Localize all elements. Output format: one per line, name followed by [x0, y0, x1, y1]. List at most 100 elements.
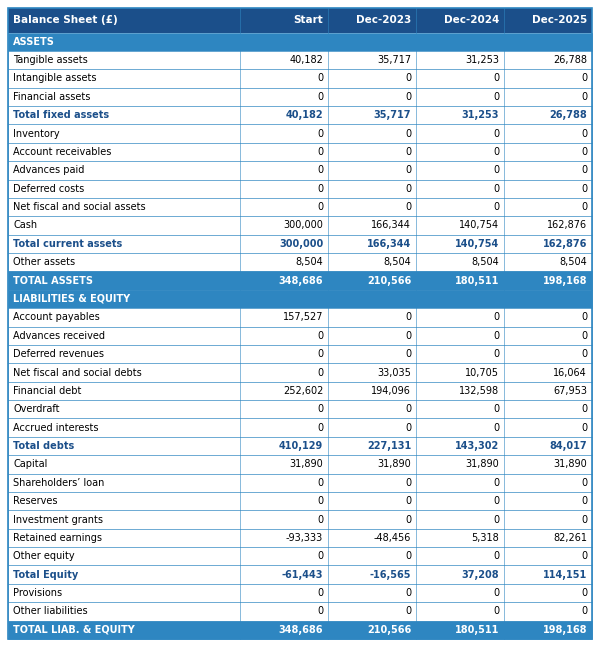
Bar [8, 400, 592, 419]
Text: Accrued interests: Accrued interests [13, 422, 98, 433]
Text: 0: 0 [317, 606, 323, 617]
Text: 5,318: 5,318 [472, 533, 499, 543]
Text: 82,261: 82,261 [553, 533, 587, 543]
Text: 0: 0 [493, 92, 499, 102]
Text: 8,504: 8,504 [295, 258, 323, 267]
Text: Dec-2024: Dec-2024 [443, 16, 499, 25]
Text: 0: 0 [581, 184, 587, 193]
Text: 26,788: 26,788 [553, 55, 587, 65]
Text: 31,253: 31,253 [461, 110, 499, 120]
Text: 198,168: 198,168 [542, 625, 587, 635]
Text: 0: 0 [405, 514, 411, 525]
Bar [8, 492, 592, 510]
Text: 0: 0 [493, 477, 499, 488]
Text: 40,182: 40,182 [286, 110, 323, 120]
Text: 410,129: 410,129 [279, 441, 323, 451]
Text: 0: 0 [493, 496, 499, 506]
Text: 0: 0 [581, 477, 587, 488]
Text: 0: 0 [317, 422, 323, 433]
Text: 31,890: 31,890 [553, 459, 587, 470]
Text: 16,064: 16,064 [553, 367, 587, 377]
Text: 0: 0 [405, 422, 411, 433]
Text: 0: 0 [317, 551, 323, 562]
Text: 252,602: 252,602 [283, 386, 323, 396]
Text: 0: 0 [317, 496, 323, 506]
Text: 132,598: 132,598 [459, 386, 499, 396]
Text: 0: 0 [493, 166, 499, 175]
Bar [8, 547, 592, 565]
Bar [8, 308, 592, 327]
Text: 300,000: 300,000 [279, 239, 323, 249]
Text: 31,890: 31,890 [377, 459, 411, 470]
Text: 0: 0 [581, 313, 587, 322]
Text: Other assets: Other assets [13, 258, 75, 267]
Text: Advances paid: Advances paid [13, 166, 85, 175]
Text: -93,333: -93,333 [286, 533, 323, 543]
Bar [8, 602, 592, 620]
Text: -16,565: -16,565 [370, 569, 411, 580]
Text: 210,566: 210,566 [367, 625, 411, 635]
Bar [8, 143, 592, 161]
Text: 0: 0 [493, 331, 499, 341]
Bar [8, 161, 592, 179]
Text: 194,096: 194,096 [371, 386, 411, 396]
Text: 0: 0 [317, 147, 323, 157]
Text: 26,788: 26,788 [549, 110, 587, 120]
Text: 0: 0 [493, 422, 499, 433]
Text: 0: 0 [493, 184, 499, 193]
Text: Total fixed assets: Total fixed assets [13, 110, 109, 120]
Text: 0: 0 [581, 404, 587, 414]
Text: Shareholders’ loan: Shareholders’ loan [13, 477, 104, 488]
Text: -61,443: -61,443 [281, 569, 323, 580]
Text: LIABILITIES & EQUITY: LIABILITIES & EQUITY [13, 294, 130, 304]
Text: Account payables: Account payables [13, 313, 100, 322]
Text: Dec-2023: Dec-2023 [356, 16, 411, 25]
Bar [8, 8, 592, 32]
Text: 0: 0 [317, 74, 323, 83]
Text: 180,511: 180,511 [455, 276, 499, 285]
Bar [8, 327, 592, 345]
Text: Total debts: Total debts [13, 441, 74, 451]
Text: Overdraft: Overdraft [13, 404, 59, 414]
Bar [8, 419, 592, 437]
Text: 0: 0 [317, 129, 323, 138]
Text: 300,000: 300,000 [283, 221, 323, 230]
Text: 0: 0 [317, 92, 323, 102]
Text: TOTAL ASSETS: TOTAL ASSETS [13, 276, 93, 285]
Text: 67,953: 67,953 [553, 386, 587, 396]
Text: 0: 0 [317, 349, 323, 359]
Bar [8, 529, 592, 547]
Text: Net fiscal and social debts: Net fiscal and social debts [13, 367, 142, 377]
Text: 35,717: 35,717 [377, 55, 411, 65]
Text: 157,527: 157,527 [283, 313, 323, 322]
Text: 114,151: 114,151 [543, 569, 587, 580]
Text: 0: 0 [405, 588, 411, 598]
Text: 0: 0 [493, 551, 499, 562]
Text: 0: 0 [405, 202, 411, 212]
Bar [8, 290, 592, 308]
Text: 0: 0 [493, 202, 499, 212]
Bar [8, 565, 592, 584]
Text: 0: 0 [493, 606, 499, 617]
Text: Deferred costs: Deferred costs [13, 184, 84, 193]
Text: 0: 0 [581, 606, 587, 617]
Text: Other liabilities: Other liabilities [13, 606, 88, 617]
Text: 0: 0 [405, 606, 411, 617]
Bar [8, 69, 592, 87]
Text: ASSETS: ASSETS [13, 37, 55, 47]
Text: 35,717: 35,717 [374, 110, 411, 120]
Text: Total Equity: Total Equity [13, 569, 78, 580]
Text: 227,131: 227,131 [367, 441, 411, 451]
Bar [8, 364, 592, 382]
Text: 0: 0 [581, 202, 587, 212]
Text: Inventory: Inventory [13, 129, 59, 138]
Text: 0: 0 [581, 349, 587, 359]
Text: 31,253: 31,253 [465, 55, 499, 65]
Text: Tangible assets: Tangible assets [13, 55, 88, 65]
Text: 210,566: 210,566 [367, 276, 411, 285]
Bar [8, 32, 592, 51]
Text: 0: 0 [317, 514, 323, 525]
Text: 8,504: 8,504 [559, 258, 587, 267]
Text: 0: 0 [581, 129, 587, 138]
Text: Advances received: Advances received [13, 331, 105, 341]
